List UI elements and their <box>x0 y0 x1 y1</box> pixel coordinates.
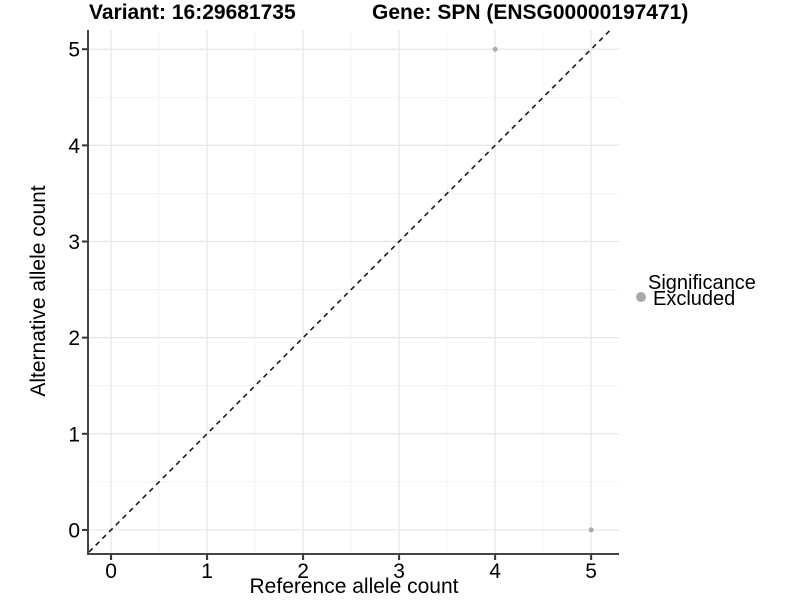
x-axis-title: Reference allele count <box>249 575 459 598</box>
y-tick-label: 0 <box>68 519 80 542</box>
y-tick-label: 5 <box>68 39 80 62</box>
x-tick-label: 1 <box>201 560 213 583</box>
x-tick-label: 2 <box>297 560 309 583</box>
plot-title-variant: Variant: 16:29681735 <box>89 1 296 24</box>
plot-title-gene: Gene: SPN (ENSG00000197471) <box>372 1 689 24</box>
x-tick-label: 5 <box>585 560 597 583</box>
x-tick-label: 0 <box>105 560 117 583</box>
x-tick-label: 3 <box>393 560 405 583</box>
y-tick-label: 1 <box>68 423 80 446</box>
data-point <box>588 527 594 533</box>
y-tick-label: 3 <box>68 231 80 254</box>
data-point <box>492 46 498 52</box>
y-tick-label: 2 <box>68 327 80 350</box>
y-axis-title: Alternative allele count <box>27 185 50 397</box>
identity-line <box>89 30 612 553</box>
y-tick-label: 4 <box>68 135 80 158</box>
x-tick-label: 4 <box>489 560 501 583</box>
